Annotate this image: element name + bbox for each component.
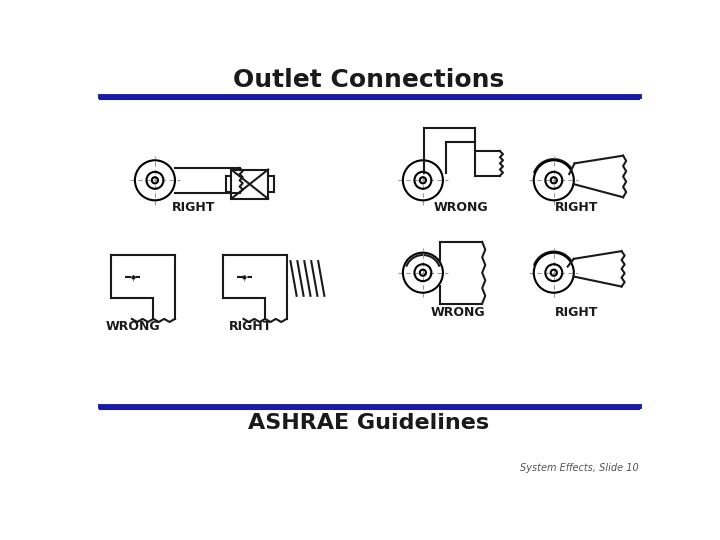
Text: RIGHT: RIGHT (555, 306, 598, 319)
Text: RIGHT: RIGHT (229, 320, 272, 333)
Text: RIGHT: RIGHT (555, 201, 598, 214)
Bar (231, 170, 268, 199)
Text: Outlet Connections: Outlet Connections (233, 68, 505, 92)
Text: WRONG: WRONG (431, 306, 485, 319)
Text: System Effects, Slide 10: System Effects, Slide 10 (520, 463, 639, 473)
Text: RIGHT: RIGHT (172, 201, 215, 214)
Text: WRONG: WRONG (434, 201, 489, 214)
Text: WRONG: WRONG (105, 320, 160, 333)
Text: ASHRAE Guidelines: ASHRAE Guidelines (248, 413, 490, 433)
